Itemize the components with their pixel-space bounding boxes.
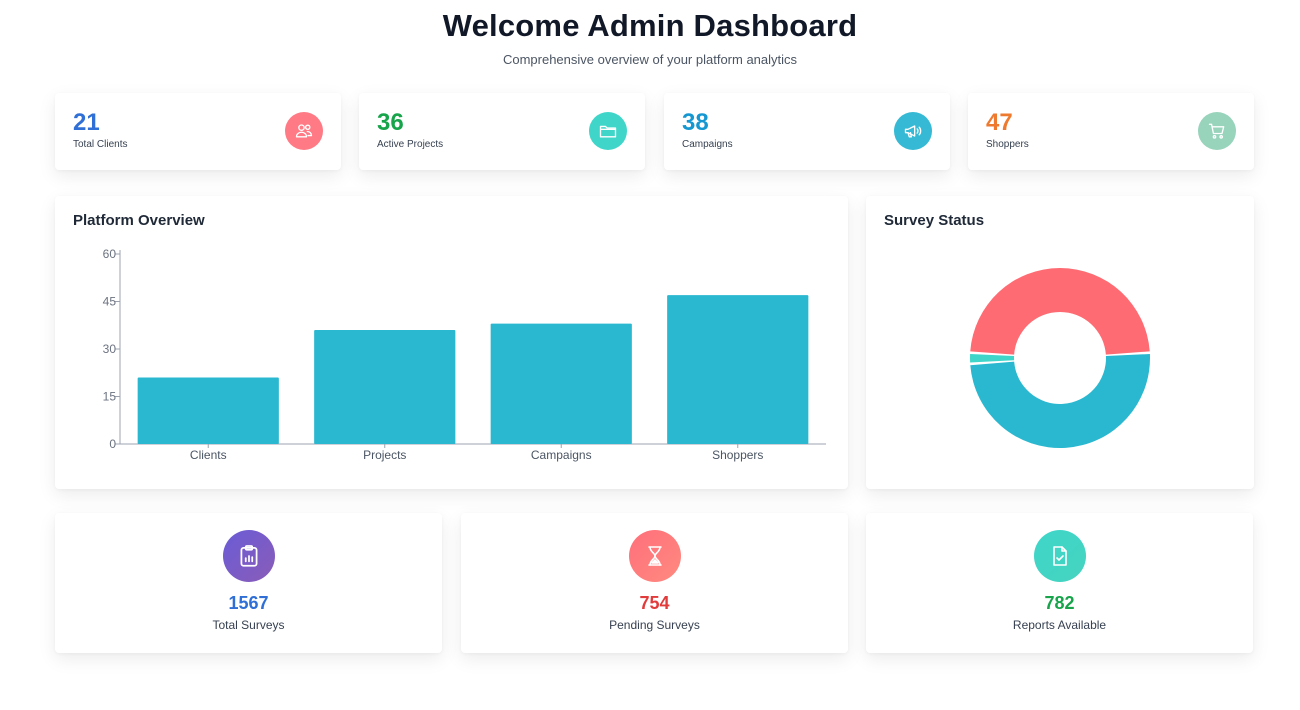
summary-value: 1567 bbox=[228, 593, 269, 613]
survey-status-panel: Survey Status bbox=[866, 196, 1254, 489]
x-tick-label: Projects bbox=[363, 448, 406, 462]
page-title: Welcome Admin Dashboard bbox=[442, 8, 858, 43]
users-icon bbox=[285, 112, 323, 150]
page-subtitle: Comprehensive overview of your platform … bbox=[502, 52, 798, 67]
stat-label: Active Projects bbox=[377, 139, 444, 150]
stat-label: Shoppers bbox=[986, 139, 1029, 150]
x-tick-label: Clients bbox=[190, 448, 227, 462]
y-tick-label: 30 bbox=[103, 342, 117, 356]
platform-overview-panel: Platform Overview 0 15 30 45 60 Clients Projec… bbox=[55, 196, 848, 489]
stat-label: Total Clients bbox=[73, 139, 128, 150]
y-tick-label: 0 bbox=[109, 437, 116, 451]
summary-label: Reports Available bbox=[1012, 618, 1107, 632]
folder-icon bbox=[589, 112, 627, 150]
file-check-icon bbox=[1033, 530, 1086, 582]
y-tick-label: 60 bbox=[103, 247, 117, 261]
bar-clients[interactable] bbox=[137, 377, 279, 445]
stat-label: Campaigns bbox=[682, 139, 733, 150]
bar-campaigns[interactable] bbox=[490, 323, 632, 444]
bar-projects[interactable] bbox=[314, 330, 456, 444]
y-tick-label: 15 bbox=[103, 390, 117, 404]
platform-overview-chart: 0 15 30 45 60 Clients Projects Campaigns Shopper… bbox=[103, 247, 826, 462]
stat-card-projects: 36 Active Projects bbox=[359, 93, 645, 170]
summary-label: Total Surveys bbox=[212, 618, 285, 632]
donut-slice-0[interactable] bbox=[970, 267, 1150, 355]
summary-card-reports: 782 Reports Available bbox=[866, 513, 1253, 653]
stat-card-shoppers: 47 Shoppers bbox=[968, 93, 1254, 170]
panel-title: Survey Status bbox=[884, 212, 985, 229]
summary-label: Pending Surveys bbox=[609, 618, 700, 632]
panel-title: Platform Overview bbox=[73, 212, 205, 229]
stat-card-campaigns: 38 Campaigns bbox=[664, 93, 950, 170]
y-tick-label: 45 bbox=[103, 295, 117, 309]
x-tick-label: Campaigns bbox=[531, 448, 592, 462]
summary-card-pending-surveys: 754 Pending Surveys bbox=[461, 513, 848, 653]
summary-value: 754 bbox=[639, 593, 670, 613]
page-header: Welcome Admin Dashboard Comprehensive ov… bbox=[0, 8, 1300, 67]
x-tick-label: Shoppers bbox=[712, 448, 763, 462]
clipboard-chart-icon bbox=[222, 530, 275, 582]
hourglass-icon bbox=[628, 530, 681, 582]
stat-value: 21 bbox=[73, 109, 100, 136]
megaphone-icon bbox=[894, 112, 932, 150]
summary-value: 782 bbox=[1044, 593, 1075, 613]
stat-value: 38 bbox=[682, 109, 709, 136]
bar-shoppers[interactable] bbox=[667, 295, 809, 444]
stat-value: 47 bbox=[986, 109, 1013, 136]
stat-card-clients: 21 Total Clients bbox=[55, 93, 341, 170]
summary-card-total-surveys: 1567 Total Surveys bbox=[55, 513, 442, 653]
donut-slice-2[interactable] bbox=[970, 354, 1015, 363]
survey-status-chart bbox=[970, 267, 1150, 449]
donut-slice-1[interactable] bbox=[970, 354, 1150, 449]
cart-icon bbox=[1198, 112, 1236, 150]
stat-value: 36 bbox=[377, 109, 404, 136]
